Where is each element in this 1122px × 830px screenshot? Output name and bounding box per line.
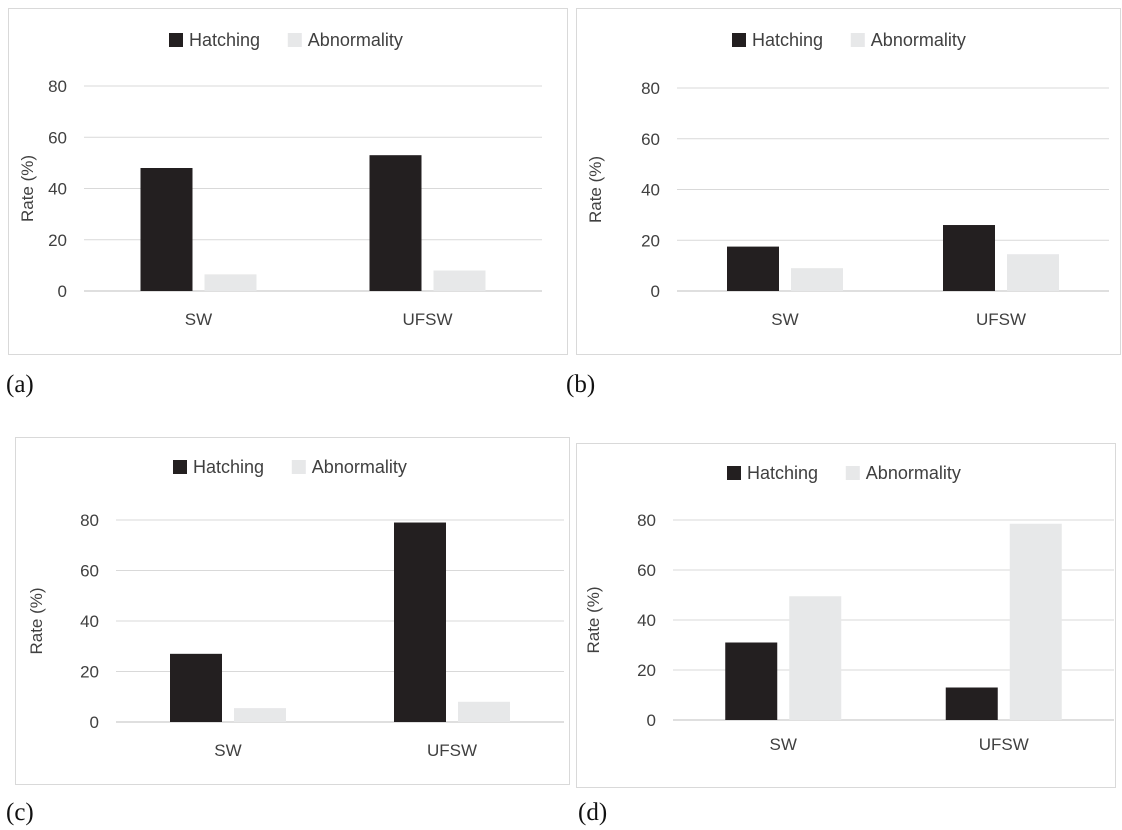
chart-a-svg: 0 20 40 60 80 Rate (%) SW UFSW Hatching Abnormali…: [18, 30, 542, 329]
chart-d-legend-label-abnormality: Abnormality: [866, 463, 961, 483]
chart-b-bar-hatching-ufsw: [943, 225, 995, 291]
chart-a-y-tick-60: 60: [48, 128, 67, 147]
chart-c-y-tick-0: 0: [90, 713, 99, 732]
chart-c-x-tick-ufsw: UFSW: [427, 741, 477, 760]
chart-d-y-tick-20: 20: [637, 661, 656, 680]
chart-a-x-tick-sw: SW: [185, 310, 212, 329]
chart-b-y-tick-0: 0: [651, 282, 660, 301]
chart-d-legend-label-hatching: Hatching: [747, 463, 818, 483]
panel-label-a: (a): [6, 371, 34, 398]
chart-b-y-axis-title: Rate (%): [586, 156, 605, 223]
panel-label-c: (c): [6, 799, 34, 826]
chart-b-x-tick-ufsw: UFSW: [976, 310, 1026, 329]
chart-d-svg: 0 20 40 60 80 Rate (%) SW UFSW Hatching Abnormali…: [584, 463, 1114, 754]
chart-b-y-tick-80: 80: [641, 79, 660, 98]
chart-panel-b: 0 20 40 60 80 Rate (%) SW UFSW Hatching Abnormali…: [576, 8, 1121, 355]
chart-a-y-axis-title: Rate (%): [18, 155, 37, 222]
chart-panel-a: 0 20 40 60 80 Rate (%) SW UFSW Hatching Abnormali…: [8, 8, 568, 355]
chart-b-legend-label-abnormality: Abnormality: [871, 30, 966, 50]
chart-a-bar-hatching-sw: [140, 168, 193, 291]
chart-a-y-tick-40: 40: [48, 180, 67, 199]
chart-a-legend-swatch-hatching: [169, 33, 183, 47]
chart-d-x-tick-sw: SW: [770, 735, 797, 754]
chart-b-svg: 0 20 40 60 80 Rate (%) SW UFSW Hatching Abnormali…: [586, 30, 1109, 329]
chart-b-y-tick-20: 20: [641, 231, 660, 250]
chart-b-legend-swatch-abnormality: [850, 33, 865, 47]
chart-a-legend-label-hatching: Hatching: [189, 30, 260, 50]
panel-label-b: (b): [566, 371, 596, 398]
chart-b-legend-swatch-hatching: [732, 33, 746, 47]
chart-d-bar-hatching-sw: [725, 642, 778, 720]
chart-c-bar-hatching-ufsw: [394, 522, 446, 722]
chart-a-bar-hatching-ufsw: [369, 155, 422, 291]
chart-c-y-tick-60: 60: [80, 562, 99, 581]
chart-b-bar-abnormality-ufsw: [1007, 254, 1059, 291]
chart-b-y-tick-60: 60: [641, 130, 660, 149]
chart-d-y-axis-title: Rate (%): [584, 586, 603, 653]
chart-panel-c: 0 20 40 60 80 Rate (%) SW UFSW Hatching Abnormali…: [15, 437, 570, 785]
chart-d-bar-abnormality-ufsw: [1009, 523, 1062, 720]
chart-c-y-axis-title: Rate (%): [27, 587, 46, 654]
chart-b-bar-hatching-sw: [727, 246, 779, 291]
chart-c-bar-abnormality-ufsw: [458, 701, 510, 722]
chart-d-bar-abnormality-sw: [789, 596, 842, 720]
chart-c-legend-swatch-hatching: [173, 460, 187, 474]
chart-c-svg: 0 20 40 60 80 Rate (%) SW UFSW Hatching Abnormali…: [27, 457, 564, 760]
chart-a-legend-label-abnormality: Abnormality: [308, 30, 403, 50]
chart-a-y-tick-80: 80: [48, 77, 67, 96]
chart-c-y-tick-40: 40: [80, 612, 99, 631]
chart-d-y-tick-0: 0: [647, 711, 656, 730]
chart-a-legend-swatch-abnormality: [287, 33, 302, 47]
chart-b-x-tick-sw: SW: [771, 310, 798, 329]
chart-d-legend-swatch-abnormality: [845, 466, 860, 480]
chart-d-y-tick-60: 60: [637, 561, 656, 580]
chart-c-legend-swatch-abnormality: [291, 460, 306, 474]
panel-label-d: (d): [578, 799, 608, 826]
chart-c-legend-label-hatching: Hatching: [193, 457, 264, 477]
chart-panel-d: 0 20 40 60 80 Rate (%) SW UFSW Hatching Abnormali…: [576, 443, 1116, 788]
chart-a-x-tick-ufsw: UFSW: [402, 310, 452, 329]
chart-b-bar-abnormality-sw: [791, 268, 843, 291]
chart-d-legend-swatch-hatching: [727, 466, 741, 480]
chart-c-bar-abnormality-sw: [234, 708, 286, 722]
chart-a-y-tick-0: 0: [58, 282, 67, 301]
chart-d-y-tick-80: 80: [637, 511, 656, 530]
chart-c-x-tick-sw: SW: [214, 741, 241, 760]
chart-c-bar-hatching-sw: [170, 653, 222, 722]
chart-d-y-tick-40: 40: [637, 611, 656, 630]
chart-c-y-tick-20: 20: [80, 663, 99, 682]
chart-a-y-tick-20: 20: [48, 231, 67, 250]
chart-b-y-tick-40: 40: [641, 181, 660, 200]
chart-a-bar-abnormality-sw: [204, 274, 257, 291]
chart-b-legend-label-hatching: Hatching: [752, 30, 823, 50]
chart-d-x-tick-ufsw: UFSW: [979, 735, 1029, 754]
chart-c-legend-label-abnormality: Abnormality: [312, 457, 407, 477]
chart-d-bar-hatching-ufsw: [945, 687, 998, 720]
chart-c-y-tick-80: 80: [80, 511, 99, 530]
chart-a-bar-abnormality-ufsw: [433, 270, 486, 291]
